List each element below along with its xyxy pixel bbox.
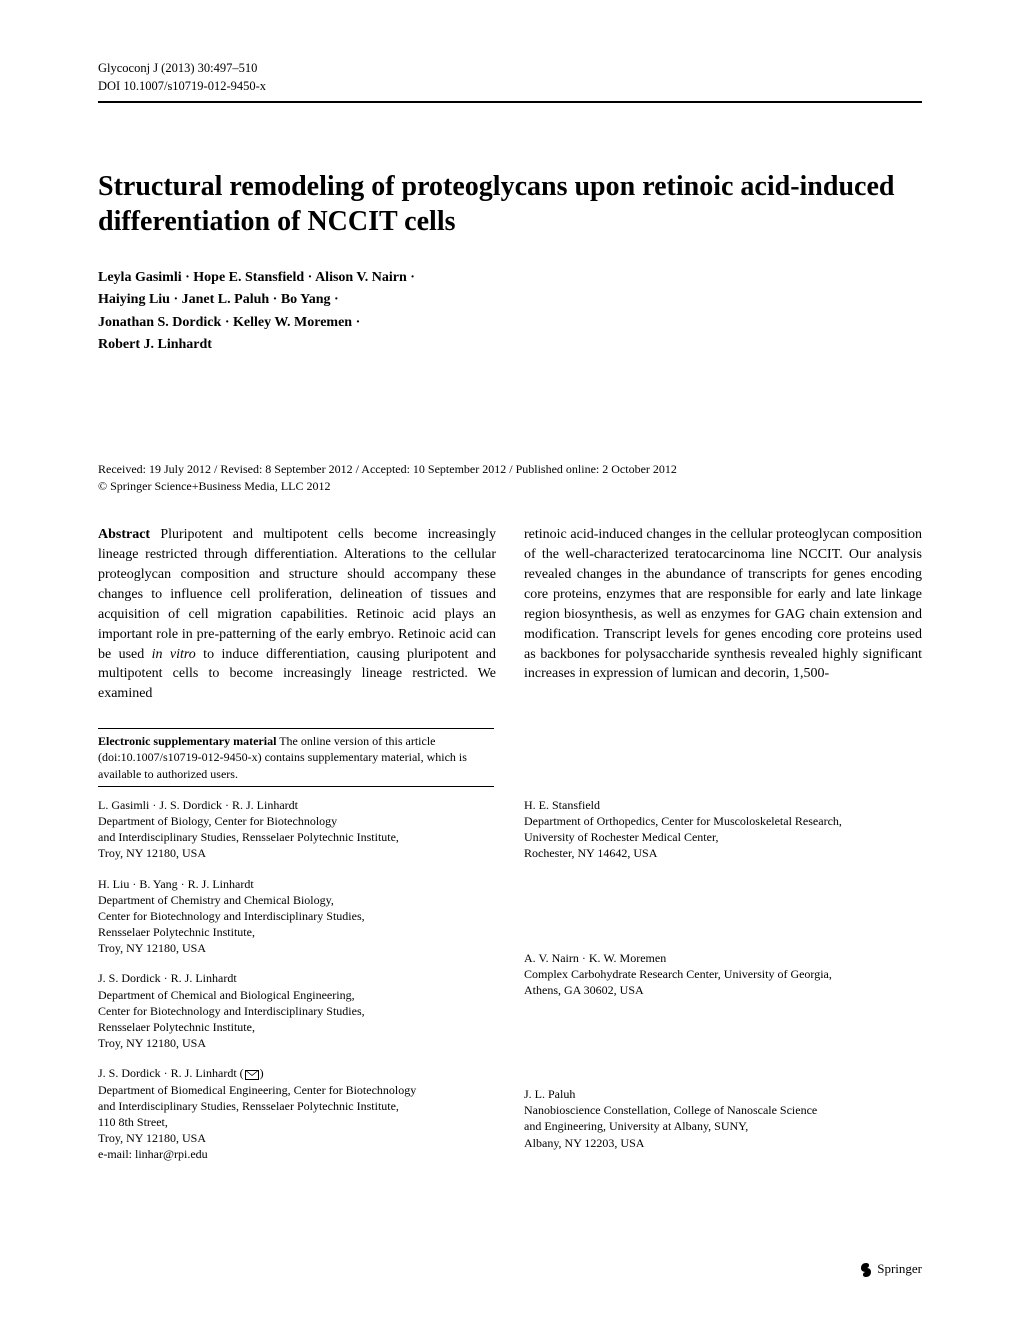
affiliation-block: J. S. Dordick · R. J. Linhardt () Depart… — [98, 1065, 496, 1162]
affiliations-left-col: L. Gasimli · J. S. Dordick · R. J. Linha… — [98, 797, 496, 1177]
dates-line: Received: 19 July 2012 / Revised: 8 Sept… — [98, 461, 922, 478]
supplementary-material: Electronic supplementary material The on… — [98, 733, 494, 782]
affiliation-block: J. S. Dordick · R. J. Linhardt Departmen… — [98, 970, 496, 1051]
affil-dept: Department of Orthopedics, Center for Mu… — [524, 813, 922, 862]
abstract: Abstract Pluripotent and multipotent cel… — [98, 525, 922, 704]
separator-dot: · — [410, 270, 415, 285]
affil-names-post: ) — [260, 1066, 264, 1080]
affiliations-right-col: H. E. Stansfield Department of Orthopedi… — [524, 797, 922, 1177]
supplementary-divider-top — [98, 728, 494, 729]
separator-dot: · — [356, 315, 361, 330]
author: Haiying Liu — [98, 292, 170, 307]
article-title: Structural remodeling of proteoglycans u… — [98, 169, 922, 239]
publisher-footer: Springer — [858, 1261, 922, 1278]
publisher-name: Springer — [877, 1261, 922, 1276]
journal-citation: Glycoconj J (2013) 30:497–510 — [98, 60, 922, 78]
affil-dept: Nanobioscience Constellation, College of… — [524, 1102, 922, 1151]
affil-dept: Department of Biomedical Engineering, Ce… — [98, 1082, 496, 1163]
affil-names: J. S. Dordick · R. J. Linhardt — [98, 970, 496, 986]
separator-dot: · — [225, 315, 233, 330]
doi-line: DOI 10.1007/s10719-012-9450-x — [98, 78, 922, 96]
article-dates: Received: 19 July 2012 / Revised: 8 Sept… — [98, 461, 922, 496]
affil-names-pre: J. S. Dordick · R. J. Linhardt ( — [98, 1066, 244, 1080]
author: Bo Yang — [281, 292, 331, 307]
affiliations: L. Gasimli · J. S. Dordick · R. J. Linha… — [98, 797, 922, 1177]
springer-logo-icon — [858, 1262, 874, 1278]
author: Leyla Gasimli — [98, 270, 182, 285]
affil-names: L. Gasimli · J. S. Dordick · R. J. Linha… — [98, 797, 496, 813]
abstract-text: retinoic acid-induced changes in the cel… — [524, 527, 922, 681]
affiliation-block: L. Gasimli · J. S. Dordick · R. J. Linha… — [98, 797, 496, 862]
abstract-italic: in vitro — [152, 647, 196, 662]
author: Alison V. Nairn — [315, 270, 407, 285]
affil-dept: Complex Carbohydrate Research Center, Un… — [524, 966, 922, 998]
affil-names: H. Liu · B. Yang · R. J. Linhardt — [98, 876, 496, 892]
author: Hope E. Stansfield — [193, 270, 304, 285]
affiliation-block: H. Liu · B. Yang · R. J. Linhardt Depart… — [98, 876, 496, 957]
separator-dot: · — [273, 292, 281, 307]
affil-names: J. L. Paluh — [524, 1086, 922, 1102]
supplementary-label: Electronic supplementary material — [98, 734, 276, 748]
affil-names: H. E. Stansfield — [524, 797, 922, 813]
separator-dot: · — [173, 292, 181, 307]
separator-dot: · — [308, 270, 315, 285]
separator-dot: · — [334, 292, 339, 307]
author: Jonathan S. Dordick — [98, 315, 221, 330]
author: Kelley W. Moremen — [233, 315, 352, 330]
copyright-line: © Springer Science+Business Media, LLC 2… — [98, 478, 922, 495]
affil-dept: Department of Biology, Center for Biotec… — [98, 813, 496, 862]
affiliation-block: J. L. Paluh Nanobioscience Constellation… — [524, 1086, 922, 1151]
author-list: Leyla Gasimli · Hope E. Stansfield · Ali… — [98, 267, 922, 357]
abstract-col-left: Abstract Pluripotent and multipotent cel… — [98, 525, 496, 704]
envelope-icon — [245, 1070, 259, 1080]
affil-dept: Department of Chemical and Biological En… — [98, 987, 496, 1052]
affil-dept: Department of Chemistry and Chemical Bio… — [98, 892, 496, 957]
author: Janet L. Paluh — [182, 292, 270, 307]
supplementary-divider-bottom — [98, 786, 494, 787]
affiliation-block: H. E. Stansfield Department of Orthopedi… — [524, 797, 922, 862]
affiliation-block: A. V. Nairn · K. W. Moremen Complex Carb… — [524, 950, 922, 999]
abstract-col-right: retinoic acid-induced changes in the cel… — [524, 525, 922, 704]
header-divider — [98, 101, 922, 103]
affil-names: A. V. Nairn · K. W. Moremen — [524, 950, 922, 966]
author: Robert J. Linhardt — [98, 337, 212, 352]
running-header: Glycoconj J (2013) 30:497–510 DOI 10.100… — [98, 60, 922, 103]
abstract-label: Abstract — [98, 527, 150, 542]
abstract-text: Pluripotent and multipotent cells become… — [98, 527, 496, 661]
affil-names: J. S. Dordick · R. J. Linhardt () — [98, 1065, 496, 1081]
